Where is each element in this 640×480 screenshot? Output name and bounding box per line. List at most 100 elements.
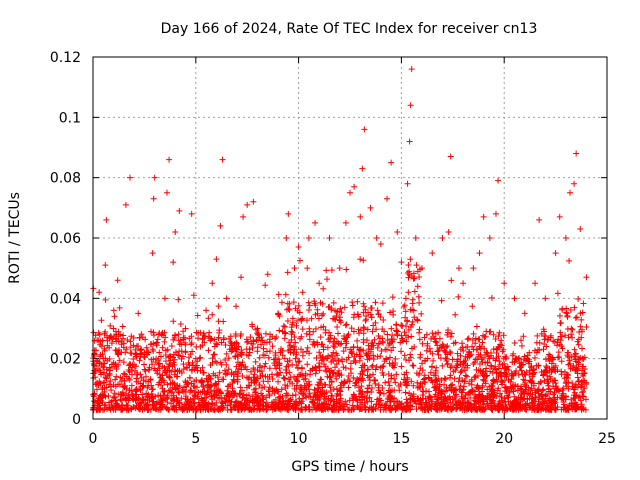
roti-point	[234, 378, 241, 385]
roti-point	[438, 297, 445, 304]
roti-point	[508, 370, 515, 377]
roti-point	[118, 406, 125, 413]
roti-point	[103, 384, 110, 391]
roti-point	[253, 399, 260, 406]
roti-point	[151, 174, 158, 181]
roti-point	[379, 369, 386, 376]
roti-point	[172, 228, 179, 235]
roti-point	[354, 375, 361, 382]
roti-point	[165, 354, 172, 361]
roti-point	[492, 335, 499, 342]
roti-point	[328, 392, 335, 399]
roti-point	[362, 393, 369, 400]
roti-point	[159, 385, 166, 392]
roti-point	[407, 256, 414, 263]
roti-point	[358, 391, 365, 398]
roti-point	[291, 265, 298, 272]
roti-point	[524, 355, 531, 362]
roti-point	[511, 405, 518, 412]
roti-point	[424, 340, 431, 347]
roti-point	[276, 399, 283, 406]
roti-point	[206, 329, 213, 336]
roti-point	[419, 387, 426, 394]
roti-point	[304, 361, 311, 368]
roti-point	[477, 392, 484, 399]
roti-point	[526, 402, 533, 409]
roti-point	[487, 362, 494, 369]
roti-point	[272, 405, 279, 412]
roti-point	[436, 406, 443, 413]
roti-point	[275, 291, 282, 298]
roti-point	[395, 383, 402, 390]
roti-point	[128, 382, 135, 389]
roti-point	[527, 364, 534, 371]
roti-point	[197, 354, 204, 361]
roti-point	[554, 366, 561, 373]
roti-point	[209, 400, 216, 407]
roti-point	[140, 377, 147, 384]
roti-point	[401, 352, 408, 359]
roti-point	[183, 400, 190, 407]
roti-point	[193, 384, 200, 391]
roti-point	[430, 357, 437, 364]
roti-point	[164, 367, 171, 374]
roti-point	[510, 350, 517, 357]
roti-point	[573, 314, 580, 321]
roti-point	[155, 381, 162, 388]
roti-point	[144, 348, 151, 355]
data-points	[90, 66, 590, 413]
roti-point	[350, 406, 357, 413]
roti-point	[184, 381, 191, 388]
roti-point	[354, 397, 361, 404]
roti-point	[209, 355, 216, 362]
roti-point	[213, 405, 220, 412]
roti-point	[542, 333, 549, 340]
roti-point	[320, 310, 327, 317]
roti-point	[482, 373, 489, 380]
roti-point	[167, 374, 174, 381]
roti-point	[566, 257, 573, 264]
roti-point	[257, 397, 264, 404]
roti-point	[200, 383, 207, 390]
roti-point	[266, 365, 273, 372]
roti-point	[363, 316, 370, 323]
roti-point	[308, 315, 315, 322]
roti-point	[545, 355, 552, 362]
roti-point	[368, 314, 375, 321]
roti-point	[401, 329, 408, 336]
roti-point	[96, 289, 103, 296]
y-tick-label: 0.02	[50, 352, 81, 368]
roti-point	[474, 346, 481, 353]
roti-point	[490, 346, 497, 353]
roti-point	[402, 295, 409, 302]
roti-point	[536, 401, 543, 408]
roti-point	[205, 347, 212, 354]
roti-point	[220, 336, 227, 343]
roti-point	[217, 222, 224, 229]
roti-point	[256, 362, 263, 369]
roti-point	[242, 405, 249, 412]
roti-point	[352, 382, 359, 389]
roti-point	[569, 383, 576, 390]
roti-point	[155, 398, 162, 405]
roti-point	[554, 394, 561, 401]
roti-point	[298, 346, 305, 353]
roti-point	[448, 330, 455, 337]
roti-point	[364, 372, 371, 379]
roti-point	[231, 377, 238, 384]
roti-point	[540, 386, 547, 393]
roti-point	[407, 351, 414, 358]
roti-point	[536, 396, 543, 403]
roti-point	[441, 375, 448, 382]
roti-point	[433, 399, 440, 406]
roti-point	[381, 358, 388, 365]
roti-point	[164, 381, 171, 388]
roti-point	[530, 382, 537, 389]
roti-point	[432, 372, 439, 379]
roti-point	[446, 384, 453, 391]
roti-point	[331, 404, 338, 411]
roti-point	[462, 344, 469, 351]
roti-point	[144, 384, 151, 391]
roti-point	[125, 392, 132, 399]
roti-point	[256, 406, 263, 413]
